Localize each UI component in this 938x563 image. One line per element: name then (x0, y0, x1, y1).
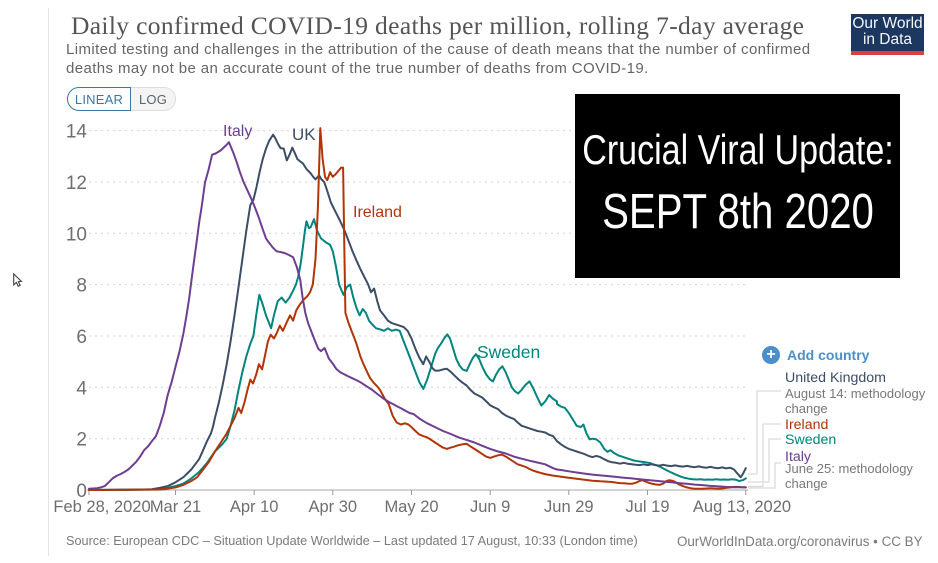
svg-text:14: 14 (66, 122, 88, 143)
svg-text:4: 4 (76, 378, 87, 399)
svg-text:Jun 9: Jun 9 (470, 498, 510, 516)
svg-text:Jul 19: Jul 19 (625, 498, 669, 516)
svg-text:Jun 29: Jun 29 (544, 498, 594, 516)
svg-text:6: 6 (76, 327, 87, 348)
svg-text:UK: UK (292, 125, 316, 144)
svg-text:Apr 10: Apr 10 (230, 498, 279, 516)
svg-text:0: 0 (76, 481, 87, 502)
svg-text:Italy: Italy (223, 123, 252, 140)
svg-text:Mar 21: Mar 21 (150, 498, 201, 516)
svg-text:10: 10 (66, 224, 87, 245)
svg-text:12: 12 (66, 173, 87, 194)
svg-text:Sweden: Sweden (477, 342, 540, 362)
svg-text:Aug 13, 2020: Aug 13, 2020 (693, 498, 791, 516)
svg-text:Ireland: Ireland (353, 204, 402, 221)
svg-text:May 20: May 20 (384, 498, 438, 516)
svg-text:Apr 30: Apr 30 (308, 498, 357, 516)
svg-text:Feb 28, 2020: Feb 28, 2020 (53, 498, 150, 516)
svg-text:8: 8 (76, 276, 87, 297)
svg-text:2: 2 (76, 430, 87, 451)
